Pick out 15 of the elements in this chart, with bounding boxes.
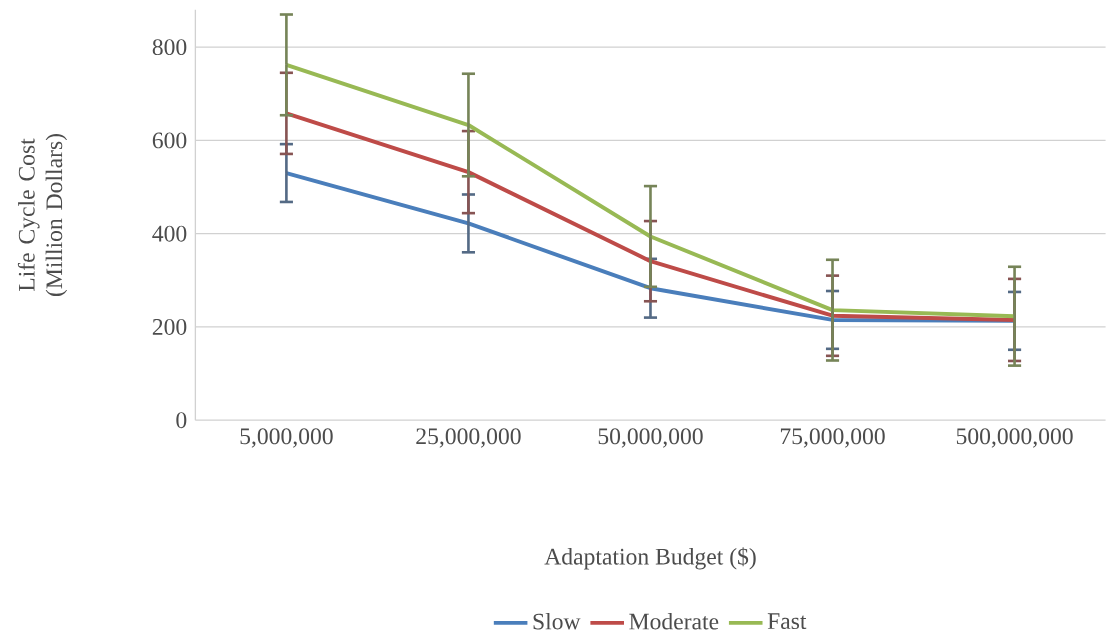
x-tick-label: 5,000,000 xyxy=(240,428,333,448)
y-tick-label: 800 xyxy=(152,39,187,56)
y-tick-label: 400 xyxy=(152,225,187,242)
legend-label: Fast xyxy=(767,613,807,630)
x-tick-label: 50,000,000 xyxy=(598,428,703,448)
legend-label: Slow xyxy=(533,613,581,630)
legend-label: Moderate xyxy=(629,613,719,630)
y-axis-title: Life Cycle Cost (Million Dollars) xyxy=(17,134,68,297)
y-tick-label: 0 xyxy=(176,412,187,429)
y-tick-label: 600 xyxy=(152,132,187,149)
x-tick-label: 500,000,000 xyxy=(956,428,1073,448)
x-axis-title: Adaptation Budget ($) xyxy=(544,547,756,570)
x-tick-label: 25,000,000 xyxy=(416,428,521,448)
x-tick-label: 75,000,000 xyxy=(780,428,885,448)
y-tick-label: 200 xyxy=(152,319,187,336)
